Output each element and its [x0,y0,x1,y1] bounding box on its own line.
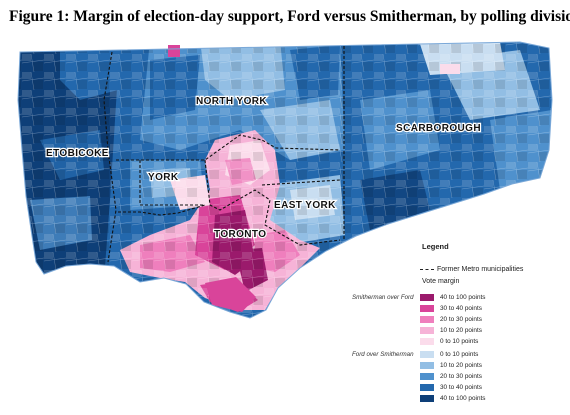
legend-swatch [420,294,434,301]
legend-item: 20 to 30 points [420,372,482,381]
legend-swatch [420,305,434,312]
legend-group-smitherman: Smitherman over Ford [352,294,414,301]
legend-item-label: 30 to 40 points [440,305,482,312]
city-boundary [17,41,553,319]
legend-swatch [420,327,434,334]
map-legend: Legend Former Metro municipalities Vote … [352,242,562,412]
label-scarborough: SCARBOROUGH [396,123,481,134]
pink-division-north [168,45,180,57]
legend-swatch [420,373,434,380]
legend-swatch [420,384,434,391]
former-metro-boundaries [103,46,345,263]
legend-item-label: 40 to 100 points [440,294,486,301]
legend-item-label: 0 to 10 points [440,338,479,345]
legend-item: 40 to 100 points [420,394,485,403]
legend-item-label: 10 to 20 points [440,327,482,334]
legend-swatch [420,316,434,323]
legend-item-label: 30 to 40 points [440,384,482,391]
legend-item-label: 40 to 100 points [440,395,486,402]
figure-title: Figure 1: Margin of election-day support… [9,8,570,25]
legend-item: 20 to 30 points [420,315,482,324]
dashed-line-icon [420,268,434,270]
legend-swatch [420,351,434,358]
legend-item: 10 to 20 points [420,361,482,370]
legend-item: 0 to 10 points [420,337,478,346]
legend-former-metro-label: Former Metro municipalities [437,266,524,273]
legend-former-metro: Former Metro municipalities [420,266,523,273]
toronto-islands [205,277,256,312]
legend-group-ford: Ford over Smitherman [352,351,414,358]
label-york: YORK [148,172,179,183]
legend-item-label: 10 to 20 points [440,362,482,369]
legend-item: 30 to 40 points [420,383,482,392]
label-toronto: TORONTO [214,229,266,240]
legend-swatch [420,395,434,402]
label-etobicoke: ETOBICOKE [46,148,109,159]
legend-item: 0 to 10 points [420,350,478,359]
pale-division-north [440,64,460,74]
legend-item: 30 to 40 points [420,304,482,313]
legend-item: 40 to 100 points [420,293,485,302]
label-north-york: NORTH YORK [196,96,267,107]
legend-vote-margin-heading: Vote margin [422,278,460,285]
legend-title: Legend [422,242,449,251]
legend-swatch [420,362,434,369]
legend-swatch [420,338,434,345]
legend-item-label: 20 to 30 points [440,316,482,323]
legend-item-label: 20 to 30 points [440,373,482,380]
legend-item: 10 to 20 points [420,326,482,335]
legend-item-label: 0 to 10 points [440,351,479,358]
label-east-york: EAST YORK [274,200,336,211]
